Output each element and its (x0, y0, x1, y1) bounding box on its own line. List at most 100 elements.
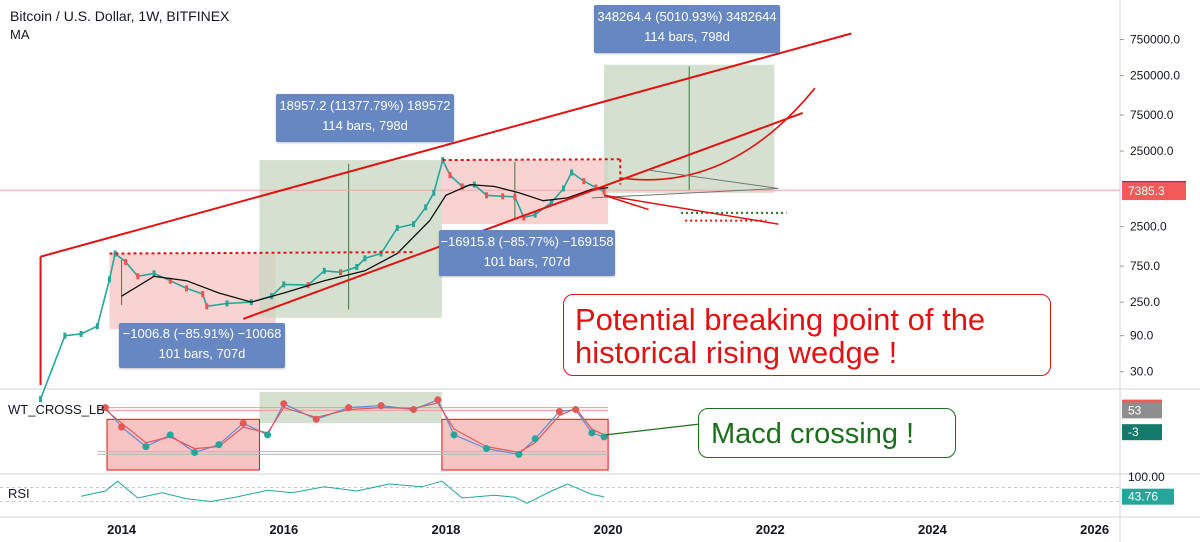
price-point (201, 291, 205, 298)
price-tag-ma: 7385.3 (1128, 184, 1165, 198)
price-point (363, 255, 367, 262)
ma-indicator-label: MA (10, 27, 30, 42)
wt-cross-dot (118, 423, 126, 431)
price-point (582, 178, 586, 185)
wedge-upper-line (40, 32, 852, 258)
measure-2014-line1: −1006.8 (−85.91%) −10068 (122, 326, 282, 341)
macd-callout: Macd crossing ! (698, 408, 956, 458)
price-tick-label: 75000.0 (1130, 108, 1174, 122)
rsi-label: RSI (8, 486, 30, 501)
wt-cross-dot (166, 431, 174, 439)
rsi-tag-bg (1122, 488, 1174, 505)
wt-cross-dot (531, 435, 539, 443)
wt-tag: -3 (1128, 425, 1139, 439)
rsi-tag: 100.00 (1128, 470, 1165, 484)
rsi-line (80, 480, 605, 504)
wt-cross-dot (515, 450, 523, 458)
price-point (339, 269, 343, 276)
wt-cross-label: WT_CROSS_LB (8, 402, 105, 417)
price-point (379, 250, 383, 257)
price-point (95, 323, 99, 330)
macd-callout-text: Macd crossing ! (711, 418, 915, 450)
wt-cross-dot (377, 402, 385, 410)
measure-2017-line1: 18957.2 (11377.79%) 189572 (279, 98, 451, 113)
measure-box-2014: −1006.8 (−85.91%) −10068 101 bars, 707d (119, 323, 285, 368)
triangle-lower (591, 187, 779, 199)
wt-cross-dot (312, 415, 320, 423)
price-point (549, 199, 553, 206)
price-point (533, 211, 537, 218)
wt-cross-dot (555, 408, 563, 415)
wt-tag: 53 (1128, 403, 1142, 417)
callout-pointer-a (603, 194, 779, 225)
price-point (412, 221, 416, 228)
price-point (432, 189, 436, 196)
price-point (205, 303, 209, 310)
measure-2018-line2: 101 bars, 707d (483, 254, 571, 269)
wt-cross-dot (191, 448, 199, 456)
price-point (113, 250, 117, 257)
zone-2018 (441, 160, 609, 225)
time-tick-label: 2018 (431, 522, 460, 537)
wedge-callout: Potential breaking point of the historic… (563, 294, 1051, 376)
price-point (168, 277, 172, 284)
time-tick-label: 2014 (107, 522, 137, 537)
rsi-tag: 43.76 (1128, 490, 1158, 504)
wt-cross-dot (345, 404, 353, 412)
price-point (570, 169, 574, 176)
price-tick-label: 750000.0 (1130, 32, 1180, 46)
price-point (513, 193, 517, 200)
time-tick-label: 2026 (1080, 522, 1109, 537)
wedge-lower-line (242, 111, 804, 320)
wt-cross-dot (588, 429, 596, 437)
price-point (282, 281, 286, 288)
wt-cross-dot (215, 441, 223, 449)
wt-wt2-line (105, 402, 605, 454)
price-point (322, 267, 326, 274)
wt-cross-dot (101, 404, 109, 412)
price-tick-label: 250000.0 (1130, 69, 1180, 83)
wt-tag-bg (1122, 424, 1162, 441)
price-tag-bg-ma (1122, 182, 1186, 201)
chart-title: Bitcoin / U.S. Dollar, 1W, BITFINEX (10, 8, 230, 24)
price-point (79, 330, 83, 337)
wt-cross-dot (239, 419, 247, 427)
wt-cross-dot (410, 406, 418, 414)
price-point (562, 185, 566, 192)
measure-box-projection: 348264.4 (5010.93%) 3482644 114 bars, 79… (594, 5, 780, 53)
wt-cross-dot (142, 443, 150, 451)
wt-cross-dot (280, 400, 288, 408)
triangle-upper (648, 169, 779, 189)
time-tick-label: 2016 (269, 522, 298, 537)
measure-2017-line2: 114 bars, 798d (322, 118, 408, 133)
macd-callout-pointer (605, 423, 701, 436)
time-tick-label: 2020 (594, 522, 623, 537)
price-point (136, 273, 140, 280)
measure-projection-line2: 114 bars, 798d (644, 29, 730, 44)
axes: 750000.0 250000.0 75000.0 25000.0 2500.0 750.… (107, 32, 1186, 537)
price-point (602, 188, 606, 195)
wt-cross-dot (482, 445, 490, 453)
price-lines (0, 157, 1120, 403)
zone-2016 (259, 160, 442, 318)
wt-cross-dot (450, 431, 458, 439)
projection-curve (620, 87, 816, 181)
price-point (124, 258, 128, 265)
price-point (39, 396, 43, 403)
price-tick-label: 2500.0 (1130, 220, 1167, 234)
wedge-callout-line2: historical rising wedge ! (575, 335, 898, 370)
price-point (184, 285, 188, 292)
measure-projection-line1: 348264.4 (5010.93%) 3482644 (597, 9, 777, 24)
price-point (484, 192, 488, 199)
measure-box-2017: 18957.2 (11377.79%) 189572 114 bars, 798… (276, 94, 454, 142)
price-point (225, 300, 229, 307)
price-point (355, 263, 359, 270)
ma-series (121, 183, 609, 303)
wt-cross-dot (264, 431, 272, 439)
wt-tag-bg (1122, 402, 1162, 419)
price-tick-label: 750.0 (1130, 259, 1160, 273)
price-point (460, 183, 464, 190)
time-tick-label: 2024 (918, 522, 948, 537)
price-point (152, 270, 156, 277)
